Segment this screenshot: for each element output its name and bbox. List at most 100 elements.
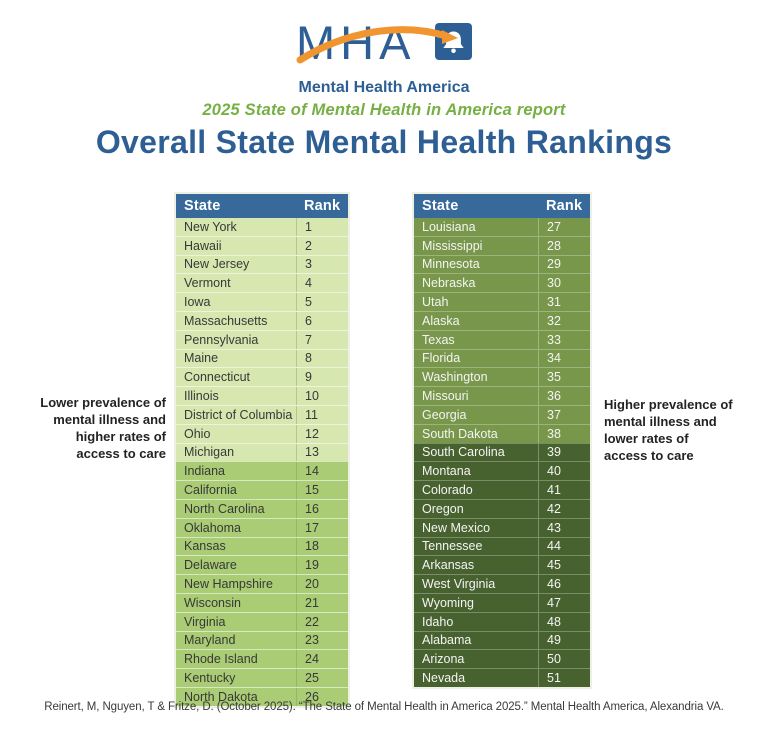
rank-cell: 18	[296, 537, 348, 556]
state-cell: Idaho	[422, 614, 454, 629]
state-cell: California	[184, 483, 237, 498]
rank-cell: 36	[538, 387, 590, 405]
table-row: Colorado 41	[414, 480, 590, 499]
table-row: Alabama 49	[414, 630, 590, 650]
table-row: Arizona 50	[414, 649, 590, 669]
rank-cell: 37	[538, 405, 590, 424]
rank-cell: 41	[538, 481, 590, 499]
rank-cell: 8	[296, 349, 348, 368]
rank-cell: 9	[296, 368, 348, 387]
state-cell: Arizona	[422, 652, 465, 667]
table-row: New Jersey 3	[176, 254, 348, 274]
table-row: Arkansas 45	[414, 555, 590, 575]
state-cell: Nebraska	[422, 276, 476, 291]
mha-logo: MHA Mental Health America	[0, 16, 768, 97]
state-cell: Texas	[422, 332, 455, 347]
rank-cell: 19	[296, 556, 348, 575]
rank-cell: 28	[538, 236, 590, 255]
state-cell: Alabama	[422, 633, 472, 648]
table-row: South Carolina 39	[414, 442, 590, 462]
state-cell: Mississippi	[422, 238, 483, 253]
mha-logo-mark: MHA	[296, 16, 472, 74]
state-column-header: State	[422, 198, 459, 214]
rank-cell: 49	[538, 631, 590, 650]
rank-cell: 42	[538, 499, 590, 518]
state-cell: Tennessee	[422, 539, 483, 554]
table-row: Kansas 18	[176, 536, 348, 556]
table-row: Iowa 5	[176, 292, 348, 311]
rank-cell: 34	[538, 349, 590, 368]
state-cell: Indiana	[184, 464, 226, 479]
table-row: Kentucky 25	[176, 668, 348, 687]
table-row: Wyoming 47	[414, 592, 590, 612]
rank-cell: 5	[296, 293, 348, 311]
table-body: Louisiana 27 Mississippi 28 Minnesota 29 Nebra…	[414, 218, 590, 687]
state-cell: Nevada	[422, 671, 466, 686]
state-cell: New York	[184, 219, 237, 234]
table-row: New York 1	[176, 218, 348, 236]
table-row: Hawaii 2	[176, 235, 348, 255]
rank-cell: 50	[538, 650, 590, 669]
table-row: Connecticut 9	[176, 367, 348, 387]
table-row: North Carolina 16	[176, 498, 348, 518]
table-row: Idaho 48	[414, 611, 590, 631]
rankings-table-right: State Rank Louisiana 27 Mississippi 28 Minne…	[412, 192, 592, 689]
rank-cell: 1	[296, 218, 348, 236]
rank-cell: 6	[296, 311, 348, 330]
state-cell: West Virginia	[422, 577, 496, 592]
state-cell: South Dakota	[422, 426, 498, 441]
state-cell: Georgia	[422, 407, 467, 422]
state-cell: Missouri	[422, 389, 469, 404]
rank-cell: 4	[296, 274, 348, 293]
rank-cell: 24	[296, 650, 348, 669]
state-cell: District of Columbia	[184, 407, 293, 422]
rankings-table-left: State Rank New York 1 Hawaii 2 New Jersey 3 Ve…	[174, 192, 350, 708]
state-cell: Arkansas	[422, 558, 475, 573]
state-cell: New Jersey	[184, 257, 250, 272]
rank-cell: 35	[538, 368, 590, 387]
rank-cell: 15	[296, 481, 348, 499]
rank-cell: 39	[538, 443, 590, 462]
state-cell: Kansas	[184, 539, 226, 554]
state-cell: Minnesota	[422, 257, 480, 272]
table-row: West Virginia 46	[414, 574, 590, 593]
state-cell: Oregon	[422, 501, 464, 516]
rank-cell: 44	[538, 537, 590, 556]
table-row: Minnesota 29	[414, 254, 590, 274]
table-row: Washington 35	[414, 367, 590, 387]
rank-cell: 32	[538, 311, 590, 330]
table-header: State Rank	[176, 194, 348, 218]
annotation-lower-prevalence: Lower prevalence of mental illness and h…	[40, 395, 166, 462]
state-cell: Colorado	[422, 483, 473, 498]
rank-cell: 38	[538, 424, 590, 443]
rank-column-header: Rank	[546, 198, 583, 214]
state-cell: Hawaii	[184, 238, 222, 253]
table-row: District of Columbia 11	[176, 404, 348, 424]
table-row: North Dakota 26	[176, 686, 348, 706]
state-cell: Washington	[422, 370, 488, 385]
state-cell: New Hampshire	[184, 577, 273, 592]
state-column-header: State	[184, 198, 221, 214]
state-cell: Florida	[422, 351, 461, 366]
table-row: Tennessee 44	[414, 536, 590, 556]
state-cell: Rhode Island	[184, 652, 258, 667]
state-cell: Iowa	[184, 295, 211, 310]
rank-cell: 43	[538, 518, 590, 537]
table-row: Wisconsin 21	[176, 592, 348, 612]
state-cell: Utah	[422, 295, 449, 310]
rank-cell: 17	[296, 518, 348, 537]
rank-cell: 22	[296, 612, 348, 631]
state-cell: North Dakota	[184, 689, 258, 704]
state-cell: Michigan	[184, 445, 235, 460]
state-cell: Delaware	[184, 558, 237, 573]
rank-cell: 40	[538, 462, 590, 481]
page-title: Overall State Mental Health Rankings	[95, 124, 673, 160]
table-row: South Dakota 38	[414, 423, 590, 443]
mha-logo-square	[435, 23, 472, 60]
table-body: New York 1 Hawaii 2 New Jersey 3 Vermont 4 Iowa 5…	[176, 218, 348, 706]
table-row: California 15	[176, 480, 348, 499]
table-row: Oregon 42	[414, 498, 590, 518]
table-row: Montana 40	[414, 461, 590, 481]
rank-cell: 21	[296, 593, 348, 612]
table-row: Texas 33	[414, 329, 590, 349]
